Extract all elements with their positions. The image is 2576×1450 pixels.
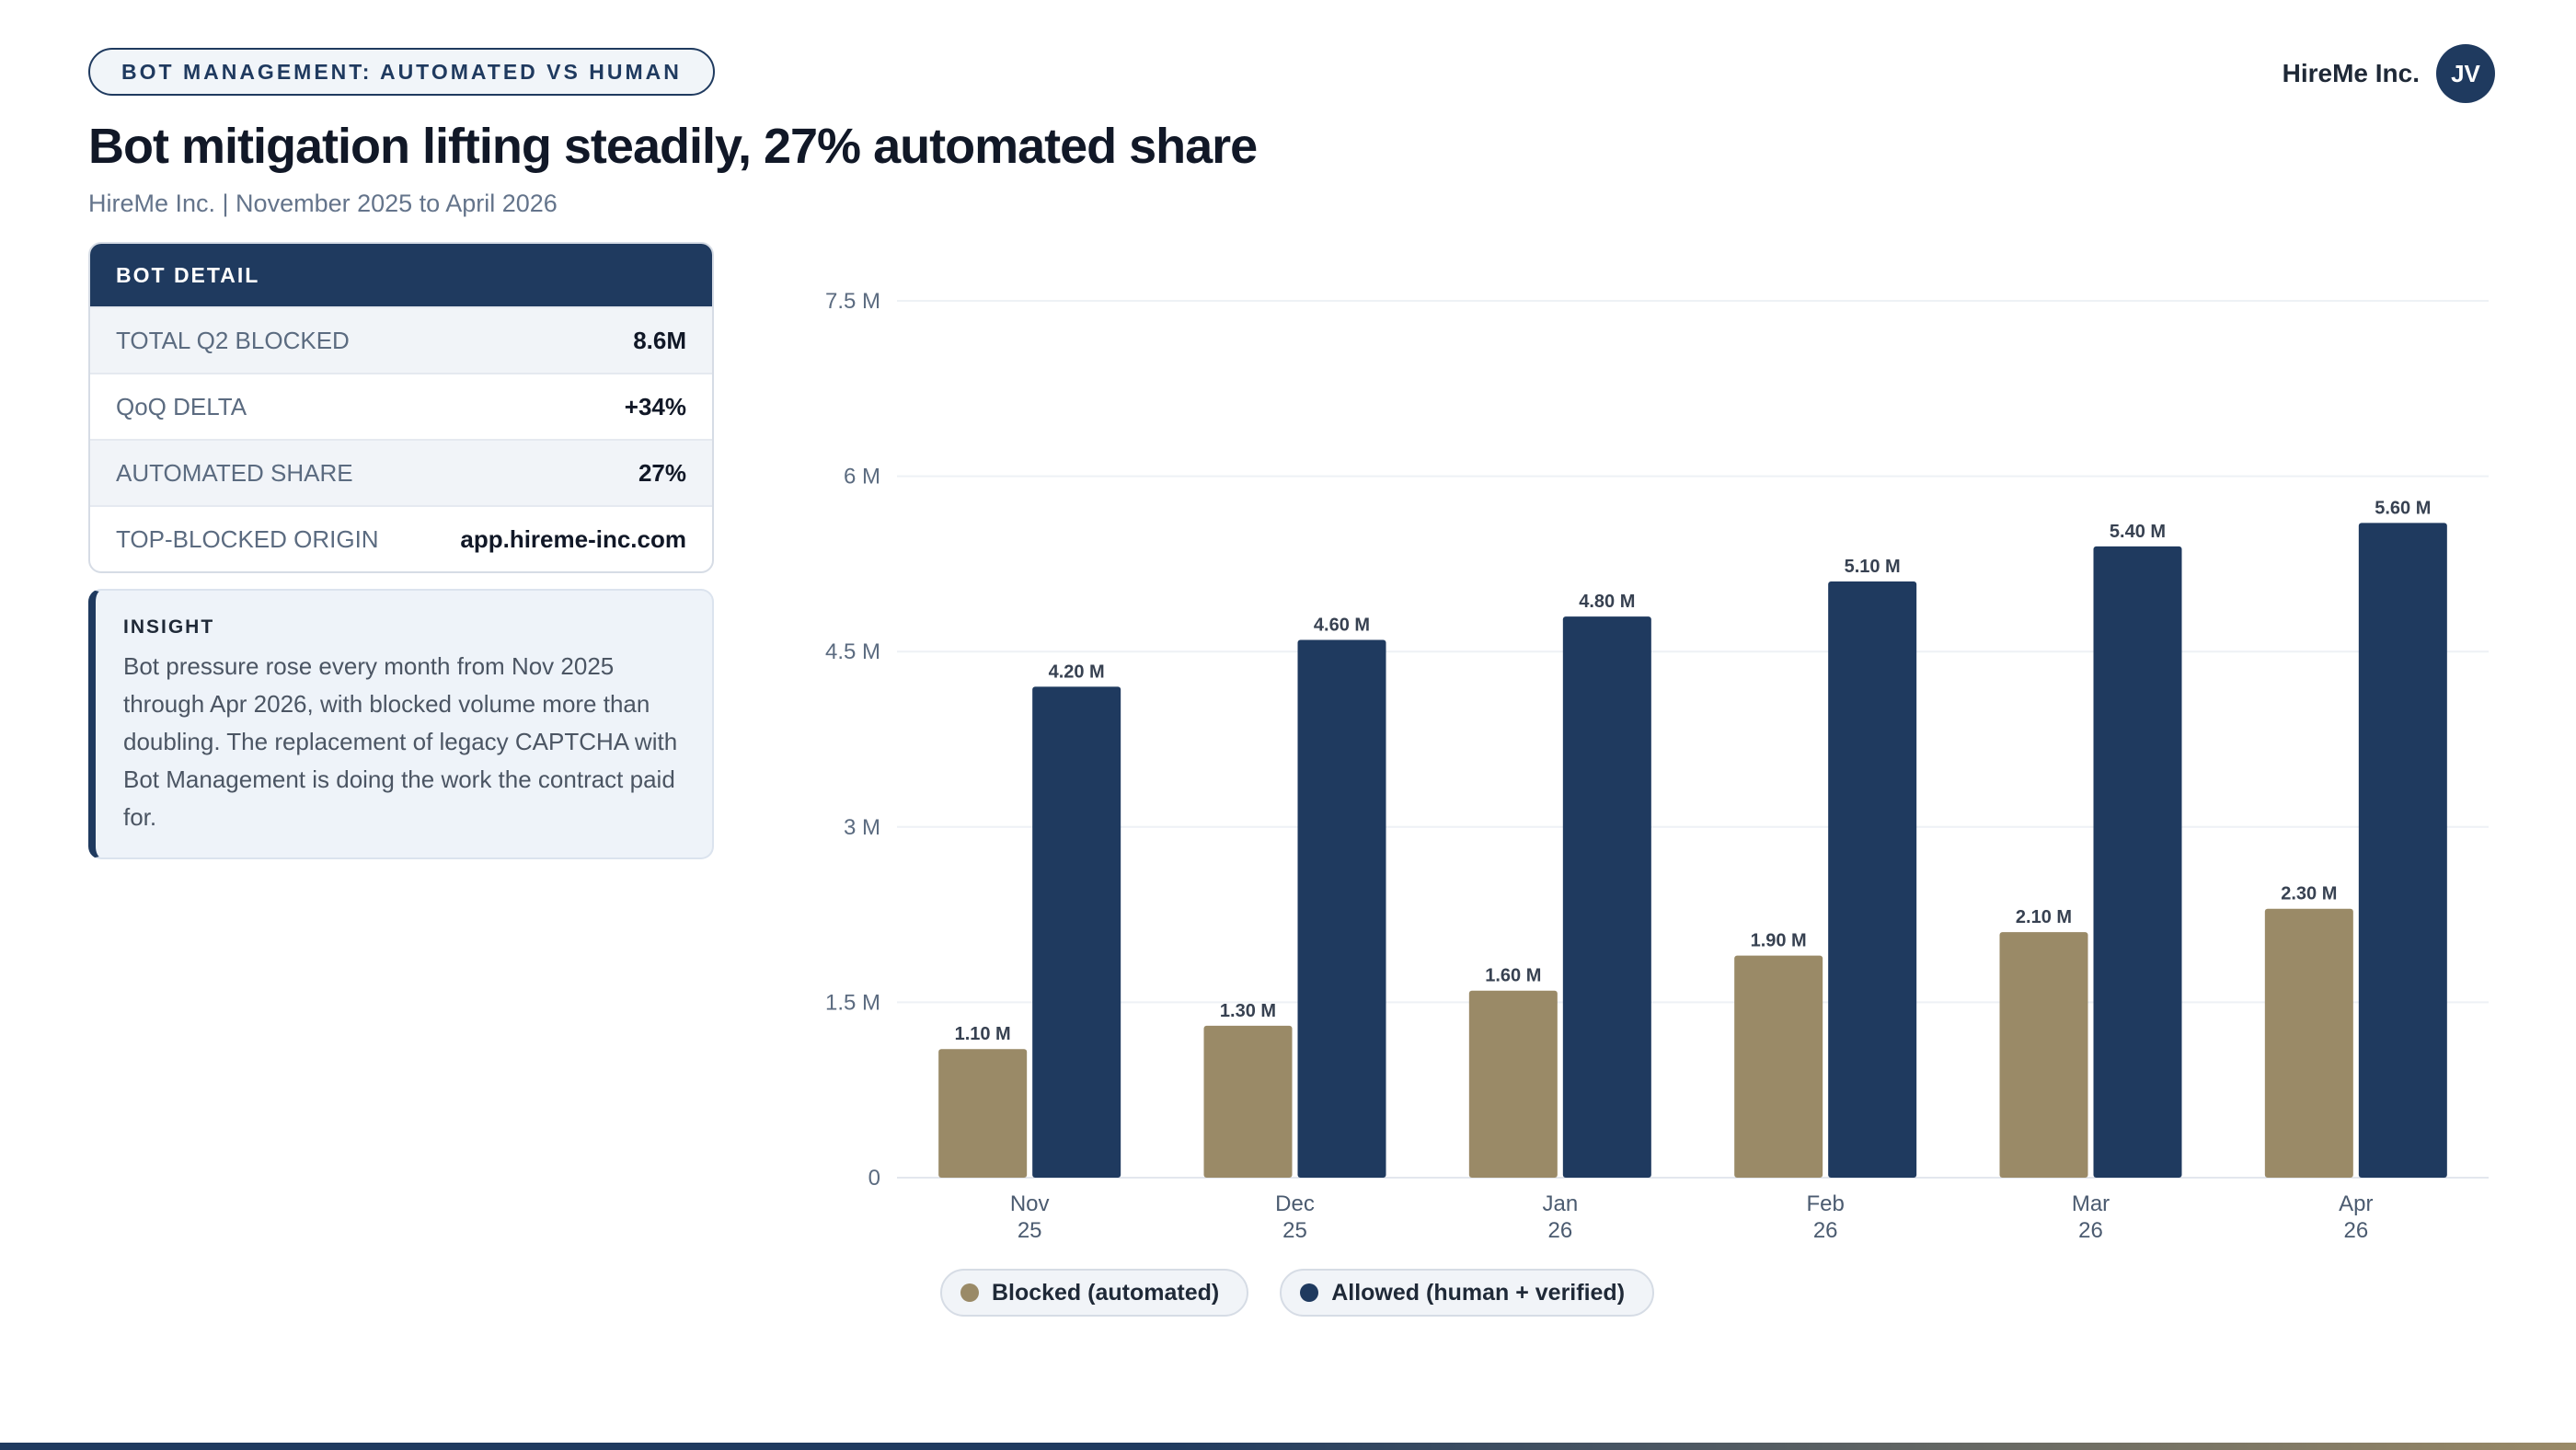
detail-row-top-origin: TOP-BLOCKED ORIGIN app.hireme-inc.com <box>90 505 712 571</box>
bar-allowed <box>1032 686 1121 1178</box>
detail-row-qoq-delta: QoQ DELTA +34% <box>90 373 712 439</box>
insight-text: Bot pressure rose every month from Nov 2… <box>123 652 678 831</box>
legend-label-allowed: Allowed (human + verified) <box>1331 1279 1626 1306</box>
insight-card: INSIGHT Bot pressure rose every month fr… <box>88 589 714 859</box>
bar-blocked <box>1734 955 1823 1178</box>
bot-detail-card: BOT DETAIL TOTAL Q2 BLOCKED 8.6M QoQ DEL… <box>88 242 714 573</box>
bar-blocked <box>938 1049 1028 1178</box>
bar-allowed <box>1297 639 1386 1178</box>
chart-legend: Blocked (automated) Allowed (human + ver… <box>0 1269 2576 1317</box>
data-label-blocked: 1.30 M <box>1220 1001 1276 1021</box>
data-label-allowed: 4.20 M <box>1049 662 1105 682</box>
data-label-allowed: 5.60 M <box>2375 498 2431 518</box>
data-label-allowed: 4.80 M <box>1579 592 1635 612</box>
x-tick-label: 26 <box>2343 1218 2368 1243</box>
x-tick-label: 26 <box>1547 1218 1572 1243</box>
y-tick-label: 1.5 M <box>825 990 880 1015</box>
y-tick-label: 0 <box>868 1166 880 1191</box>
detail-row-automated-share: AUTOMATED SHARE 27% <box>90 439 712 505</box>
x-tick-label: 25 <box>1282 1218 1307 1243</box>
detail-value: 27% <box>638 458 686 487</box>
x-tick-label: Mar <box>2072 1191 2110 1216</box>
bar-blocked <box>1468 990 1558 1178</box>
data-label-blocked: 2.10 M <box>2016 907 2072 927</box>
bot-detail-rows: TOTAL Q2 BLOCKED 8.6M QoQ DELTA +34% AUT… <box>90 306 712 571</box>
company-block: HireMe Inc. JV <box>2283 44 2495 103</box>
y-tick-label: 6 M <box>844 465 880 489</box>
bar-allowed <box>1828 581 1917 1178</box>
bar-allowed <box>1562 616 1651 1178</box>
page-title: Bot mitigation lifting steadily, 27% aut… <box>88 119 1258 174</box>
bar-allowed <box>2093 546 2182 1178</box>
bar-chart: 01.5 M3 M4.5 M6 M7.5 M1.10 M4.20 MNov251… <box>825 289 2489 1243</box>
legend-item-allowed[interactable]: Allowed (human + verified) <box>1280 1269 1655 1317</box>
detail-label: QoQ DELTA <box>116 392 247 420</box>
bot-detail-heading: BOT DETAIL <box>90 244 712 306</box>
x-tick-label: Apr <box>2339 1191 2373 1216</box>
legend-label-blocked: Blocked (automated) <box>991 1279 1220 1306</box>
x-tick-label: Dec <box>1275 1191 1315 1216</box>
section-badge: BOT MANAGEMENT: AUTOMATED VS HUMAN <box>88 48 715 96</box>
legend-swatch-allowed <box>1300 1283 1319 1302</box>
detail-label: TOP-BLOCKED ORIGIN <box>116 524 379 553</box>
bar-blocked <box>1999 932 2088 1178</box>
company-name: HireMe Inc. <box>2282 59 2420 87</box>
detail-value: 8.6M <box>633 326 686 354</box>
detail-row-total-blocked: TOTAL Q2 BLOCKED 8.6M <box>90 306 712 373</box>
data-label-blocked: 1.90 M <box>1751 931 1807 951</box>
user-avatar[interactable]: JV <box>2436 44 2495 103</box>
data-label-blocked: 1.10 M <box>955 1024 1011 1044</box>
x-tick-label: 25 <box>1018 1218 1042 1243</box>
detail-label: AUTOMATED SHARE <box>116 458 353 487</box>
bar-allowed <box>2358 523 2447 1178</box>
x-tick-label: Jan <box>1542 1191 1578 1216</box>
page-subtitle: HireMe Inc. | November 2025 to April 202… <box>88 190 558 217</box>
insight-label: INSIGHT <box>123 616 215 638</box>
legend-item-blocked[interactable]: Blocked (automated) <box>939 1269 1249 1317</box>
x-tick-label: 26 <box>2078 1218 2103 1243</box>
y-tick-label: 4.5 M <box>825 639 880 664</box>
bottom-accent-bar <box>0 1443 2576 1450</box>
detail-value: +34% <box>624 392 686 420</box>
x-tick-label: Nov <box>1010 1191 1050 1216</box>
data-label-blocked: 2.30 M <box>2281 884 2337 904</box>
data-label-allowed: 5.10 M <box>1845 557 1901 577</box>
detail-label: TOTAL Q2 BLOCKED <box>116 326 350 354</box>
bar-blocked <box>1203 1025 1293 1178</box>
y-tick-label: 7.5 M <box>825 289 880 314</box>
detail-value: app.hireme-inc.com <box>460 524 686 553</box>
bar-blocked <box>2264 908 2353 1178</box>
data-label-allowed: 4.60 M <box>1314 615 1370 635</box>
data-label-blocked: 1.60 M <box>1485 966 1541 986</box>
data-label-allowed: 5.40 M <box>2110 522 2166 542</box>
y-tick-label: 3 M <box>844 815 880 840</box>
legend-swatch-blocked <box>960 1283 979 1302</box>
x-tick-label: 26 <box>1813 1218 1838 1243</box>
x-tick-label: Feb <box>1806 1191 1844 1216</box>
